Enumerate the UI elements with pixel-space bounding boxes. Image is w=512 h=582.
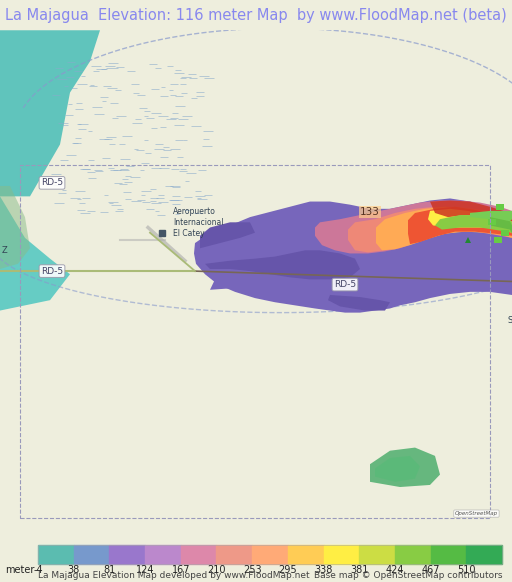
Bar — [20, 165, 490, 518]
Text: OpenStreetMap: OpenStreetMap — [455, 511, 498, 516]
Text: 467: 467 — [421, 565, 440, 575]
Polygon shape — [496, 204, 504, 210]
Polygon shape — [428, 209, 512, 233]
Text: Base map © OpenStreetMap contributors: Base map © OpenStreetMap contributors — [313, 571, 502, 580]
Polygon shape — [0, 30, 100, 196]
Polygon shape — [494, 237, 502, 243]
Text: meter: meter — [6, 565, 35, 575]
Polygon shape — [205, 250, 360, 279]
Bar — [74, 545, 110, 563]
Bar — [466, 545, 502, 563]
Bar — [395, 545, 431, 563]
Bar — [324, 545, 359, 563]
Bar — [431, 545, 466, 563]
Text: 124: 124 — [136, 565, 154, 575]
Text: 167: 167 — [172, 565, 190, 575]
Polygon shape — [430, 201, 512, 221]
Text: RD-5: RD-5 — [41, 178, 63, 187]
Text: La Majagua  Elevation: 116 meter Map  by www.FloodMap.net (beta): La Majagua Elevation: 116 meter Map by w… — [5, 8, 507, 23]
Polygon shape — [490, 217, 512, 234]
Polygon shape — [376, 207, 512, 250]
Text: 381: 381 — [350, 565, 369, 575]
Polygon shape — [348, 207, 512, 253]
Text: 81: 81 — [103, 565, 116, 575]
Text: La Majagua Elevation Map developed by www.FloodMap.net: La Majagua Elevation Map developed by ww… — [38, 571, 310, 580]
Polygon shape — [328, 295, 390, 311]
Bar — [288, 545, 324, 563]
Text: 510: 510 — [457, 565, 476, 575]
Text: 133: 133 — [360, 207, 380, 217]
Bar — [181, 545, 217, 563]
Bar — [145, 545, 181, 563]
Polygon shape — [408, 207, 512, 244]
Polygon shape — [315, 201, 512, 253]
Text: 295: 295 — [279, 565, 297, 575]
Bar — [38, 545, 502, 563]
Polygon shape — [488, 219, 496, 225]
Polygon shape — [470, 211, 512, 221]
Bar — [359, 545, 395, 563]
Polygon shape — [370, 448, 440, 487]
Text: 253: 253 — [243, 565, 262, 575]
Text: Z: Z — [2, 246, 8, 255]
Polygon shape — [501, 229, 509, 236]
Polygon shape — [0, 30, 70, 311]
Bar — [217, 545, 252, 563]
Bar — [110, 545, 145, 563]
Bar — [252, 545, 288, 563]
Text: 424: 424 — [386, 565, 404, 575]
Bar — [38, 545, 74, 563]
Text: RD-5: RD-5 — [334, 280, 356, 289]
Polygon shape — [375, 456, 420, 482]
Polygon shape — [435, 215, 512, 233]
Text: 338: 338 — [314, 565, 333, 575]
Text: Aeropuerto
Internacional
El Catey: Aeropuerto Internacional El Catey — [173, 207, 224, 238]
Polygon shape — [200, 222, 255, 249]
Polygon shape — [0, 186, 30, 269]
Polygon shape — [210, 274, 270, 290]
Polygon shape — [194, 198, 512, 313]
Text: -4: -4 — [33, 565, 43, 575]
Text: Sal: Sal — [508, 317, 512, 325]
Text: RD-5: RD-5 — [41, 267, 63, 276]
Text: 38: 38 — [68, 565, 80, 575]
Text: 210: 210 — [207, 565, 226, 575]
